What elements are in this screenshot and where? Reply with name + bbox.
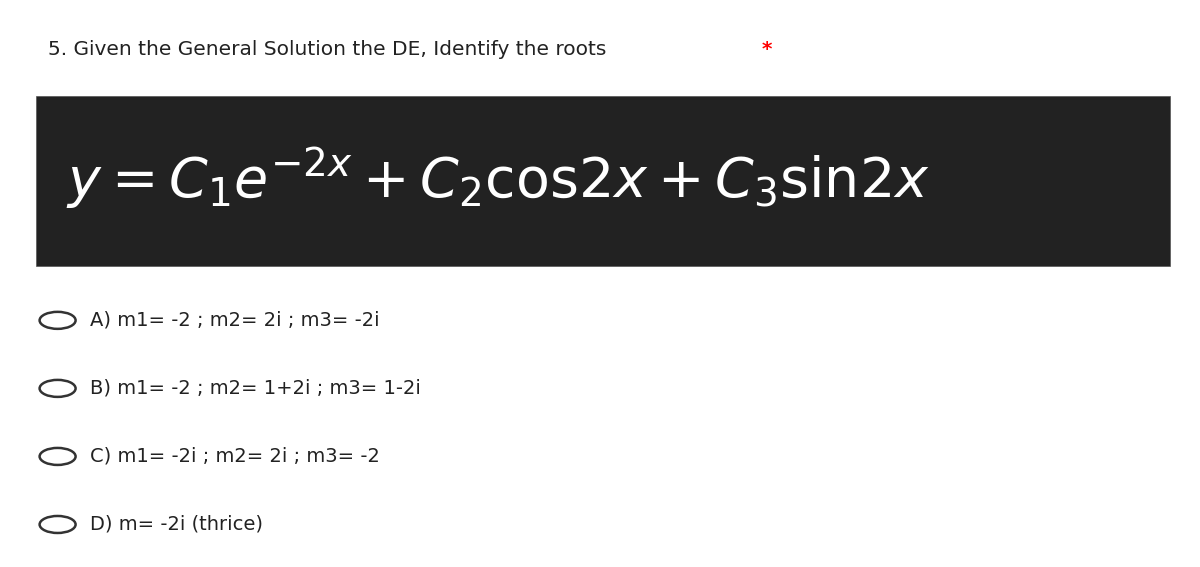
FancyBboxPatch shape <box>36 96 1170 266</box>
Text: D) m= -2i (thrice): D) m= -2i (thrice) <box>90 515 263 534</box>
Text: *: * <box>762 40 773 59</box>
Text: 5. Given the General Solution the DE, Identify the roots: 5. Given the General Solution the DE, Id… <box>48 40 613 59</box>
Text: C) m1= -2i ; m2= 2i ; m3= -2: C) m1= -2i ; m2= 2i ; m3= -2 <box>90 447 380 466</box>
Text: $y = C_1e^{-2x} + C_2\mathrm{cos}2x + C_3\mathrm{sin}2x$: $y = C_1e^{-2x} + C_2\mathrm{cos}2x + C_… <box>66 146 930 211</box>
Text: A) m1= -2 ; m2= 2i ; m3= -2i: A) m1= -2 ; m2= 2i ; m3= -2i <box>90 311 379 330</box>
Text: B) m1= -2 ; m2= 1+2i ; m3= 1-2i: B) m1= -2 ; m2= 1+2i ; m3= 1-2i <box>90 379 421 398</box>
